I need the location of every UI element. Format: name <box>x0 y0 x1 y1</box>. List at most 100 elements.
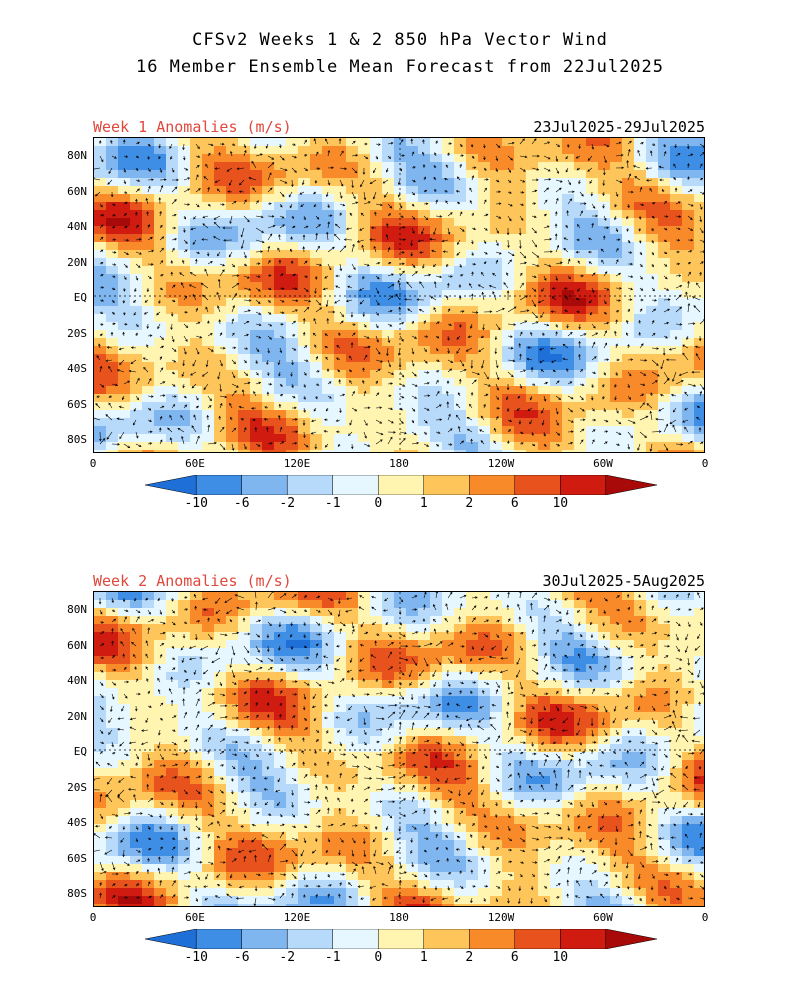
anomaly-cell <box>430 298 443 307</box>
anomaly-cell <box>658 266 671 275</box>
anomaly-cell <box>598 688 611 697</box>
anomaly-cell <box>298 194 311 203</box>
anomaly-cell <box>238 178 251 187</box>
anomaly-cell <box>94 808 107 817</box>
anomaly-cell <box>466 314 479 323</box>
anomaly-cell <box>214 720 227 729</box>
anomaly-cell <box>622 450 635 452</box>
anomaly-cell <box>346 888 359 897</box>
anomaly-cell <box>166 728 179 737</box>
anomaly-cell <box>238 752 251 761</box>
anomaly-cell <box>226 290 239 299</box>
anomaly-cell <box>250 776 263 785</box>
anomaly-cell <box>526 784 539 793</box>
anomaly-cell <box>550 266 563 275</box>
anomaly-cell <box>178 792 191 801</box>
anomaly-cell <box>442 704 455 713</box>
anomaly-cell <box>178 362 191 371</box>
anomaly-cell <box>586 354 599 363</box>
anomaly-cell <box>622 266 635 275</box>
anomaly-cell <box>358 664 371 673</box>
latitude-label: 80S <box>67 433 87 446</box>
anomaly-cell <box>142 656 155 665</box>
anomaly-cell <box>406 760 419 769</box>
anomaly-cell <box>154 616 167 625</box>
anomaly-cell <box>178 752 191 761</box>
anomaly-cell <box>286 330 299 339</box>
anomaly-cell <box>202 402 215 411</box>
anomaly-cell <box>574 608 587 617</box>
anomaly-cell <box>214 266 227 275</box>
anomaly-cell <box>646 178 659 187</box>
anomaly-cell <box>610 792 623 801</box>
anomaly-cell <box>502 616 515 625</box>
anomaly-cell <box>250 290 263 299</box>
anomaly-cell <box>610 816 623 825</box>
anomaly-cell <box>514 218 527 227</box>
anomaly-cell <box>466 298 479 307</box>
anomaly-cell <box>562 608 575 617</box>
anomaly-cell <box>274 226 287 235</box>
anomaly-cell <box>442 872 455 881</box>
anomaly-cell <box>430 696 443 705</box>
anomaly-cell <box>358 672 371 681</box>
anomaly-cell <box>142 170 155 179</box>
anomaly-cell <box>634 848 647 857</box>
anomaly-cell <box>286 154 299 163</box>
anomaly-cell <box>358 378 371 387</box>
anomaly-cell <box>442 600 455 609</box>
anomaly-cell <box>610 138 623 147</box>
anomaly-cell <box>250 792 263 801</box>
anomaly-cell <box>274 672 287 681</box>
anomaly-cell <box>274 680 287 689</box>
anomaly-cell <box>202 362 215 371</box>
anomaly-cell <box>634 816 647 825</box>
anomaly-cell <box>334 680 347 689</box>
anomaly-cell <box>598 138 611 147</box>
anomaly-cell <box>370 592 383 601</box>
anomaly-cell <box>466 824 479 833</box>
anomaly-cell <box>118 704 131 713</box>
anomaly-cell <box>586 640 599 649</box>
anomaly-cell <box>574 616 587 625</box>
anomaly-cell <box>298 800 311 809</box>
anomaly-cell <box>142 274 155 283</box>
anomaly-cell <box>502 672 515 681</box>
anomaly-cell <box>442 186 455 195</box>
anomaly-cell <box>454 768 467 777</box>
latitude-label: 60N <box>67 184 87 198</box>
anomaly-cell <box>370 712 383 721</box>
anomaly-cell <box>490 450 503 452</box>
anomaly-cell <box>154 696 167 705</box>
anomaly-cell <box>382 250 395 259</box>
anomaly-cell <box>418 186 431 195</box>
anomaly-cell <box>610 146 623 155</box>
anomaly-cell <box>334 800 347 809</box>
anomaly-cell <box>178 672 191 681</box>
anomaly-cell <box>634 888 647 897</box>
anomaly-cell <box>538 808 551 817</box>
anomaly-cell <box>178 640 191 649</box>
anomaly-cell <box>262 896 275 905</box>
anomaly-cell <box>382 832 395 841</box>
anomaly-cell <box>418 720 431 729</box>
anomaly-cell <box>658 600 671 609</box>
colorbar-label: -6 <box>233 950 250 965</box>
anomaly-cell <box>634 880 647 889</box>
anomaly-cell <box>634 752 647 761</box>
anomaly-cell <box>238 322 251 331</box>
anomaly-cell <box>478 450 491 452</box>
anomaly-cell <box>502 848 515 857</box>
anomaly-cell <box>286 298 299 307</box>
anomaly-cell <box>202 354 215 363</box>
anomaly-cell <box>322 258 335 267</box>
anomaly-cell <box>562 362 575 371</box>
anomaly-cell <box>574 186 587 195</box>
anomaly-cell <box>574 856 587 865</box>
week1-date-range: 23Jul2025-29Jul2025 <box>533 118 705 136</box>
anomaly-cell <box>490 728 503 737</box>
anomaly-cell <box>598 640 611 649</box>
anomaly-cell <box>418 616 431 625</box>
anomaly-cell <box>694 600 704 609</box>
anomaly-cell <box>154 896 167 905</box>
